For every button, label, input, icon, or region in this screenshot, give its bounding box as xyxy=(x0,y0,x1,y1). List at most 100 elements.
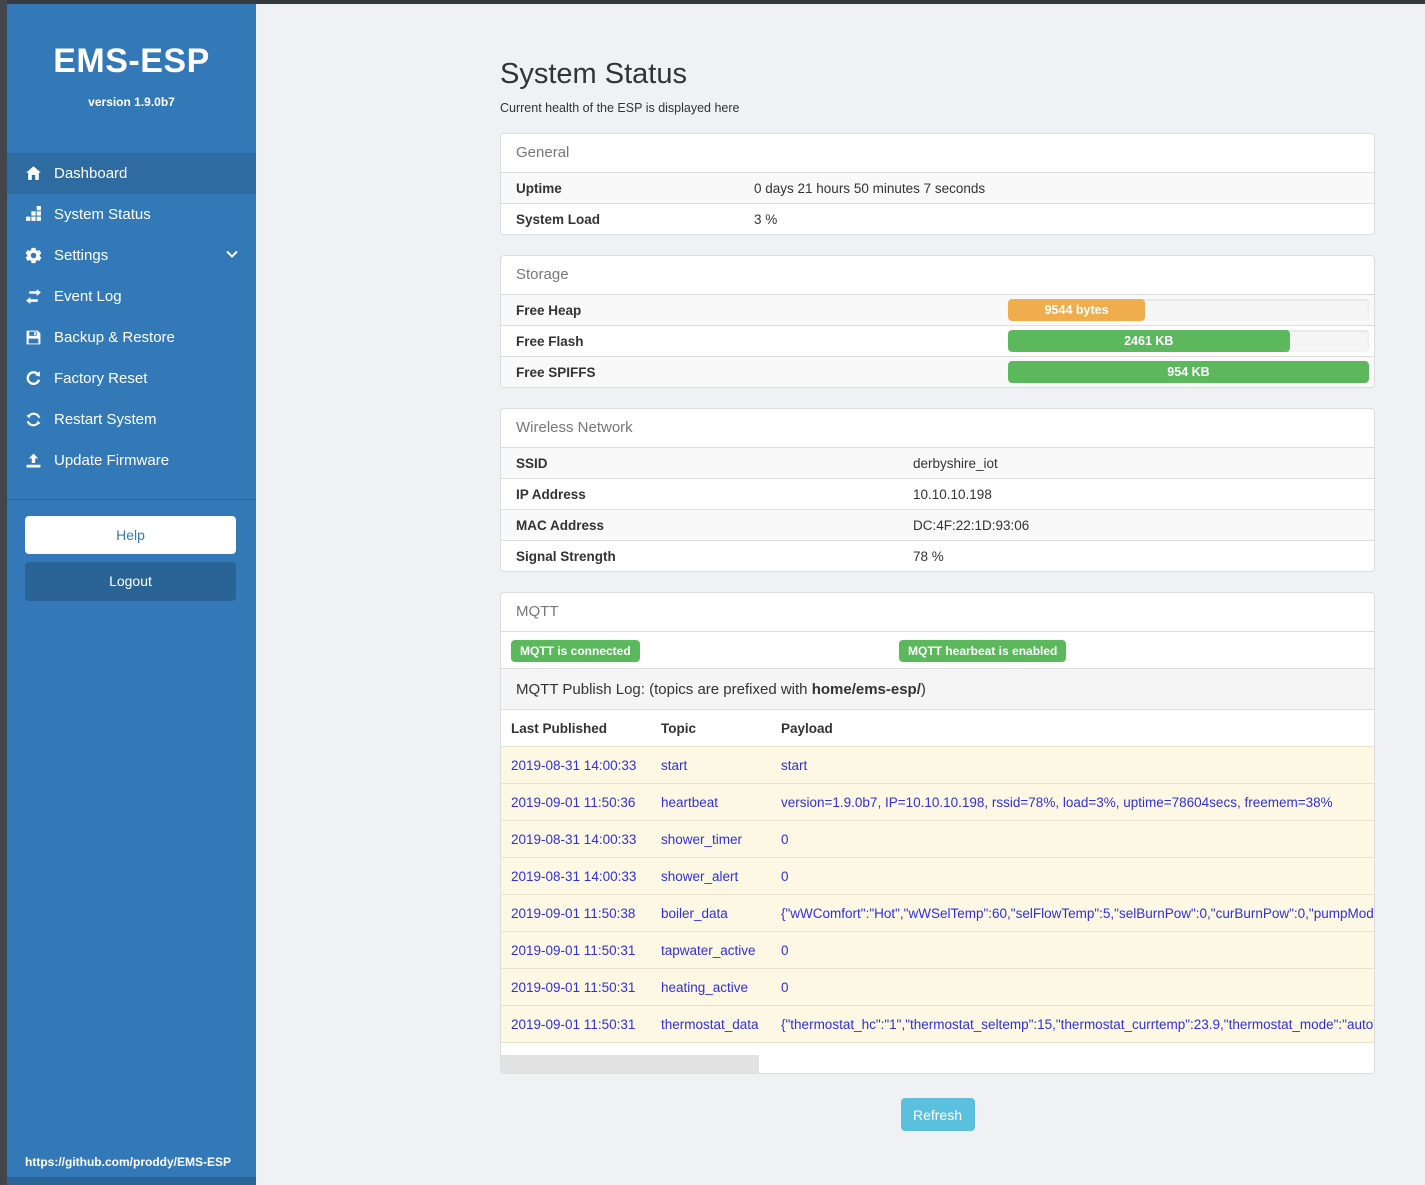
sidebar-item-factory-reset[interactable]: Factory Reset xyxy=(7,358,256,399)
table-row: 2019-08-31 14:00:33 shower_timer 0 xyxy=(501,820,1374,857)
panel-wireless-title: Wireless Network xyxy=(516,419,633,436)
sidebar-item-label: Event Log xyxy=(54,288,122,305)
log-title-suffix: ) xyxy=(920,681,926,698)
panel-storage: Storage Free Heap 9544 bytes Free Flash … xyxy=(500,255,1375,388)
table-row: 2019-08-31 14:00:33 shower_alert 0 xyxy=(501,857,1374,894)
row-label: Free Flash xyxy=(516,333,584,349)
cell-topic: heartbeat xyxy=(661,794,719,810)
panel-mqtt: MQTT MQTT is connected MQTT hearbeat is … xyxy=(500,592,1375,1074)
sidebar-item-settings[interactable]: Settings xyxy=(7,235,256,276)
cell-topic: shower_timer xyxy=(661,831,743,847)
mqtt-table-body: 2019-08-31 14:00:33 start start 2019-09-… xyxy=(501,746,1374,1042)
progress-fill: 9544 bytes xyxy=(1008,299,1146,321)
gear-icon xyxy=(24,247,42,265)
cell-topic: thermostat_data xyxy=(661,1016,759,1032)
sidebar-divider xyxy=(7,499,256,500)
panel-mqtt-title: MQTT xyxy=(516,603,559,620)
row-label: Signal Strength xyxy=(516,548,616,564)
row-value: 3 % xyxy=(754,211,778,227)
wireless-row-signal: Signal Strength 78 % xyxy=(501,540,1374,571)
free-spiffs-progressbar: 954 KB xyxy=(1008,361,1369,383)
cell-payload: 0 xyxy=(781,868,789,884)
wireless-row-ssid: SSID derbyshire_iot xyxy=(501,447,1374,478)
log-title-prefix: MQTT Publish Log: (topics are prefixed w… xyxy=(516,681,812,698)
exchange-arrows-icon xyxy=(24,288,42,306)
chevron-down-icon xyxy=(226,250,238,258)
table-row: 2019-09-01 11:50:38 boiler_data {"wWComf… xyxy=(501,894,1374,931)
general-row-system-load: System Load 3 % xyxy=(501,203,1374,234)
log-title-topic-prefix: home/ems-esp/ xyxy=(811,681,921,698)
cell-last-published: 2019-08-31 14:00:33 xyxy=(511,868,637,884)
table-row: 2019-09-01 11:50:31 tapwater_active 0 xyxy=(501,931,1374,968)
sidebar-item-label: Factory Reset xyxy=(54,370,148,387)
table-row: 2019-09-01 11:50:31 heating_active 0 xyxy=(501,968,1374,1005)
row-value: 10.10.10.198 xyxy=(913,486,992,502)
panel-general: General Uptime 0 days 21 hours 50 minute… xyxy=(500,133,1375,235)
row-label: SSID xyxy=(516,455,548,471)
cell-last-published: 2019-09-01 11:50:31 xyxy=(511,942,636,958)
row-label: Free SPIFFS xyxy=(516,364,596,380)
app-brand: EMS-ESP version 1.9.0b7 xyxy=(7,4,256,109)
mqtt-status-row: MQTT is connected MQTT hearbeat is enabl… xyxy=(501,631,1374,668)
cell-topic: boiler_data xyxy=(661,905,728,921)
main-area: System Status Current health of the ESP … xyxy=(256,4,1425,1185)
cell-last-published: 2019-09-01 11:50:36 xyxy=(511,794,636,810)
row-label: Uptime xyxy=(516,180,562,196)
storage-row-free-spiffs: Free SPIFFS 954 KB xyxy=(501,356,1374,387)
app-title: EMS-ESP xyxy=(53,42,210,80)
sidebar-item-system-status[interactable]: System Status xyxy=(7,194,256,235)
panel-storage-title: Storage xyxy=(516,266,569,283)
table-bottom-spacer xyxy=(501,1042,1374,1055)
github-link[interactable]: https://github.com/proddy/EMS-ESP xyxy=(25,1155,231,1169)
sidebar-item-dashboard[interactable]: Dashboard xyxy=(7,153,256,194)
wireless-row-mac: MAC Address DC:4F:22:1D:93:06 xyxy=(501,509,1374,540)
row-label: MAC Address xyxy=(516,517,605,533)
rotate-icon xyxy=(24,370,42,388)
logout-button[interactable]: Logout xyxy=(25,562,236,601)
row-value: DC:4F:22:1D:93:06 xyxy=(913,517,1030,533)
sidebar-item-event-log[interactable]: Event Log xyxy=(7,276,256,317)
refresh-button[interactable]: Refresh xyxy=(900,1098,975,1131)
free-heap-progressbar: 9544 bytes xyxy=(1008,299,1369,321)
mqtt-table-header: Last Published Topic Payload xyxy=(501,709,1374,746)
sidebar-item-restart-system[interactable]: Restart System xyxy=(7,399,256,440)
storage-row-free-heap: Free Heap 9544 bytes xyxy=(501,294,1374,325)
panel-general-title: General xyxy=(516,144,570,161)
mqtt-publish-log-title: MQTT Publish Log: (topics are prefixed w… xyxy=(501,668,1374,709)
progress-fill: 954 KB xyxy=(1008,361,1369,383)
help-button[interactable]: Help xyxy=(25,516,236,554)
row-value: 0 days 21 hours 50 minutes 7 seconds xyxy=(754,180,986,196)
cell-last-published: 2019-08-31 14:00:33 xyxy=(511,831,637,847)
col-header-topic: Topic xyxy=(661,720,696,736)
cell-last-published: 2019-09-01 11:50:31 xyxy=(511,1016,636,1032)
sidebar-item-update-firmware[interactable]: Update Firmware xyxy=(7,440,256,481)
cell-payload: version=1.9.0b7, IP=10.10.10.198, rssid=… xyxy=(781,794,1333,810)
cell-payload: {"thermostat_hc":"1","thermostat_seltemp… xyxy=(781,1016,1374,1032)
row-label: IP Address xyxy=(516,486,586,502)
row-label: System Load xyxy=(516,211,601,227)
cell-payload: 0 xyxy=(781,979,789,995)
wireless-row-ip: IP Address 10.10.10.198 xyxy=(501,478,1374,509)
mqtt-connected-badge: MQTT is connected xyxy=(511,640,640,662)
cell-payload: 0 xyxy=(781,831,789,847)
sync-icon xyxy=(24,411,42,429)
cell-last-published: 2019-09-01 11:50:38 xyxy=(511,905,636,921)
cell-last-published: 2019-08-31 14:00:33 xyxy=(511,757,637,773)
col-header-payload: Payload xyxy=(781,720,833,736)
col-header-last-published: Last Published xyxy=(511,720,608,736)
upload-icon xyxy=(24,452,42,470)
cell-topic: shower_alert xyxy=(661,868,739,884)
scrollbar-thumb[interactable] xyxy=(501,1055,759,1073)
cell-topic: start xyxy=(661,757,688,773)
sidebar-item-label: Settings xyxy=(54,247,109,264)
mqtt-heartbeat-badge: MQTT hearbeat is enabled xyxy=(899,640,1067,662)
sidebar-item-backup-restore[interactable]: Backup & Restore xyxy=(7,317,256,358)
window-left-edge xyxy=(0,0,7,1185)
cell-last-published: 2019-09-01 11:50:31 xyxy=(511,979,636,995)
table-row: 2019-09-01 11:50:31 thermostat_data {"th… xyxy=(501,1005,1374,1042)
sidebar-menu: Dashboard System Status Settings Event L… xyxy=(7,153,256,481)
horizontal-scrollbar[interactable] xyxy=(501,1055,1374,1073)
home-icon xyxy=(24,165,42,183)
sidebar-item-label: Update Firmware xyxy=(54,452,170,469)
table-row: 2019-09-01 11:50:36 heartbeat version=1.… xyxy=(501,783,1374,820)
